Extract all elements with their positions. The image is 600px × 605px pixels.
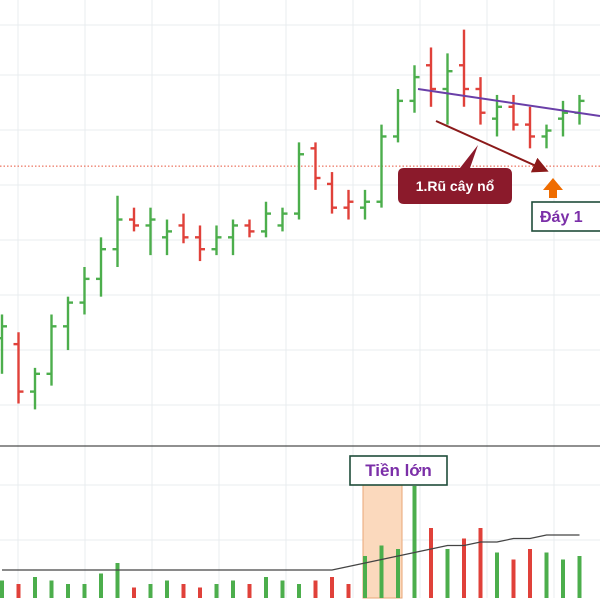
callout-shakeout: 1.Rũ cây nổ [398,145,512,204]
ohlc-bar [0,314,7,374]
volume-bar [379,545,384,598]
volume-bar [511,559,516,598]
bottom-label-box [531,201,600,232]
ohlc-bar [244,219,255,238]
ohlc-bar [277,207,288,232]
ohlc-bar [327,172,337,214]
ohlc-bar [294,142,304,220]
volume-bar [264,577,268,598]
ohlc-bar [30,367,40,410]
ohlc-bar [162,219,172,256]
volume-label-box [349,455,448,486]
volume-bar [396,549,400,598]
ohlc-bar [79,267,90,315]
ohlc-bar [195,225,205,262]
volume-bar [231,580,235,598]
volume-bar [429,528,433,598]
ohlc-bar [525,106,535,149]
ohlc-bar [63,296,73,351]
ohlc-bar [360,189,370,220]
ohlc-bar [129,207,139,232]
ohlc-bar [541,124,552,149]
volume-bar [363,556,367,598]
volume-bar [214,584,219,598]
ohlc-bar [558,100,568,137]
ohlc-bar [261,201,271,238]
ohlc-bar [409,65,420,113]
volume-bar [495,552,499,598]
bottom-label-text: Đáy 1 [540,209,583,226]
volume-bar [16,584,21,598]
volume-bar [561,559,565,598]
ohlc-bar [508,94,519,131]
volume-bar [181,584,186,598]
ohlc-bar [178,213,189,244]
ohlc-bar [343,189,354,220]
volume-bar [49,580,54,598]
bottom-marker-arrow [543,178,563,198]
ohlc-bar [13,332,24,404]
ohlc-bar [492,94,502,137]
volume-bar [478,528,483,598]
volume-bar [297,584,301,598]
ohlc-bar [574,94,585,125]
volume-bar [0,580,4,598]
trendline [417,88,600,117]
ohlc-bar [442,53,453,125]
volume-bar [132,587,136,598]
volume-bar [66,584,70,598]
ohlc-bar [145,207,156,256]
volume-bar [198,587,202,598]
ohlc-bar [228,219,238,256]
volume-bars-layer [0,486,582,598]
volume-bar [330,577,334,598]
ohlc-bar [459,29,469,107]
volume-bar [165,580,169,598]
callout-bubble [398,145,512,204]
volume-bar [346,584,351,598]
overlay-layer: 1.Rũ cây nổ Đáy 1 Tiền lớn [349,88,600,486]
volume-bar [445,549,450,598]
price-bars-layer [0,29,585,410]
volume-bar [313,580,318,598]
ohlc-bar [426,47,436,107]
volume-ma-line [2,534,580,571]
shakeout-arrow [435,120,549,173]
ohlc-bar [46,314,57,386]
ohlc-bar [393,89,403,143]
volume-bar [99,573,103,598]
volume-bar [247,584,252,598]
ohlc-bar [112,195,123,267]
ohlc-bar [96,237,106,297]
ohlc-bar [211,225,222,256]
ohlc-bar [475,77,486,125]
callout-text: 1.Rũ cây nổ [416,178,495,194]
volume-bar [148,584,153,598]
volume-bar [280,580,285,598]
volume-bar [115,563,120,598]
volume-label: Tiền lớn [349,455,448,486]
volume-bar [528,549,532,598]
volume-bar [544,552,549,598]
bottom-label: Đáy 1 [531,201,600,232]
volume-bar [412,486,417,598]
volume-bar [82,584,87,598]
ohlc-bar [310,142,321,190]
volume-bar [33,577,37,598]
volume-label-text: Tiền lớn [365,461,432,480]
volume-bar [462,538,466,598]
volume-bar [577,556,582,598]
ohlc-bar [376,124,387,208]
